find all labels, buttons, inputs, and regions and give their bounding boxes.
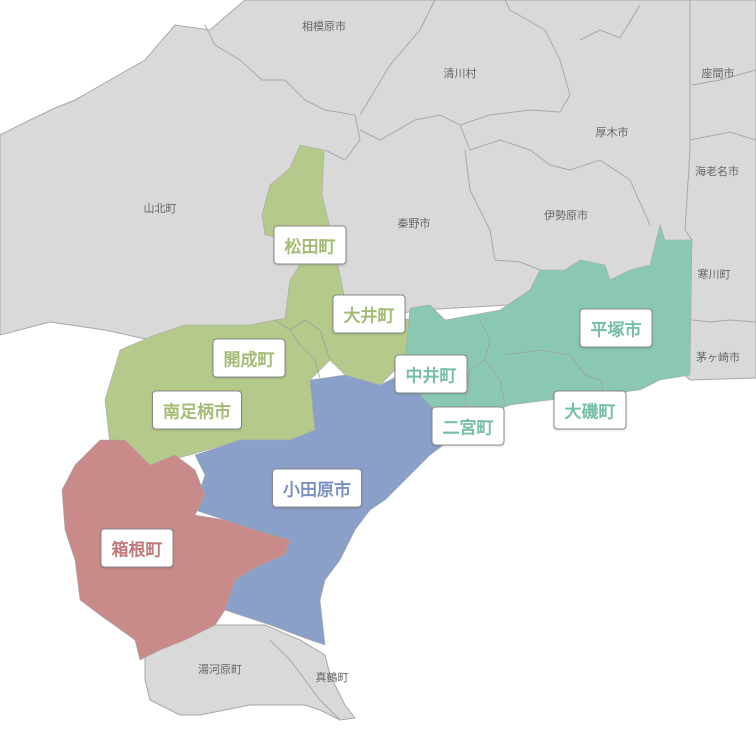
label-yamakita: 山北町 (143, 202, 177, 215)
label-manazuru: 真鶴町 (315, 671, 349, 684)
label-yugawara: 湯河原町 (198, 663, 242, 676)
label-kiyokawa: 清川村 (443, 67, 477, 80)
label-chigasaki: 茅ヶ崎市 (696, 351, 740, 364)
tag-hakone[interactable]: 箱根町 (100, 528, 174, 568)
tag-matsuda[interactable]: 松田町 (273, 225, 347, 265)
tag-odawara[interactable]: 小田原市 (272, 468, 362, 508)
tag-oiso[interactable]: 大磯町 (553, 390, 627, 430)
label-ebina: 海老名市 (695, 165, 739, 178)
label-sagamihara: 相模原市 (302, 20, 346, 33)
tag-nakai[interactable]: 中井町 (394, 354, 468, 394)
municipal-borders (204, 0, 756, 721)
label-isehara: 伊勢原市 (544, 209, 588, 222)
label-zama: 座間市 (701, 67, 735, 80)
tag-oi[interactable]: 大井町 (332, 294, 406, 334)
tag-minamiashigara[interactable]: 南足柄市 (152, 390, 242, 430)
tag-hiratsuka[interactable]: 平塚市 (579, 308, 653, 348)
tag-ninomiya[interactable]: 二宮町 (431, 406, 505, 446)
label-hadano: 秦野市 (397, 217, 431, 230)
region-hakone[interactable] (61, 439, 291, 661)
tag-kaisei[interactable]: 開成町 (212, 338, 286, 378)
label-atsugi: 厚木市 (595, 126, 629, 139)
label-samukawa: 寒川町 (697, 268, 731, 281)
